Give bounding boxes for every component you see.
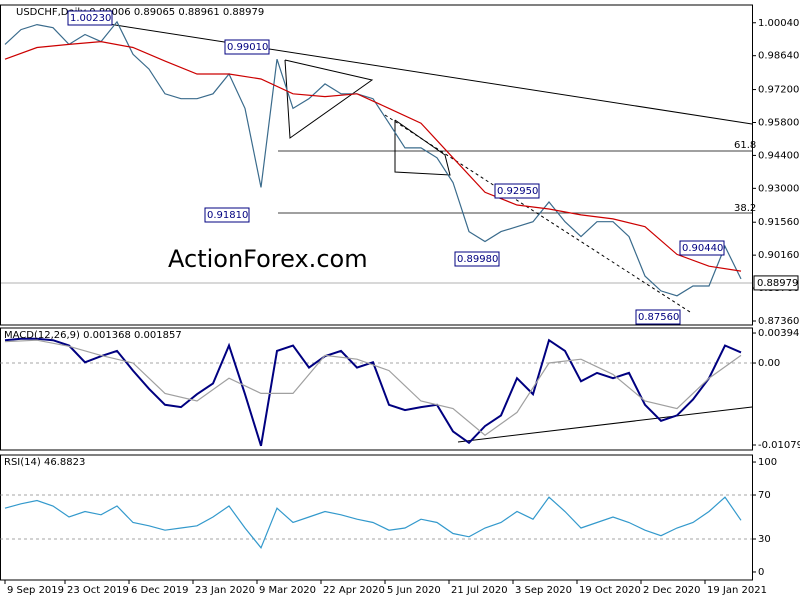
panel-title: MACD(12,26,9) 0.001368 0.001857 (4, 330, 182, 341)
annotation: 0.99010 (227, 42, 268, 53)
y-tick-label: 0.97200 (758, 85, 799, 96)
x-tick-label: 19 Jan 2021 (707, 585, 767, 596)
x-tick-label: 9 Mar 2020 (259, 585, 316, 596)
panel-frame (0, 454, 753, 581)
x-tick-label: 5 Jun 2020 (387, 585, 441, 596)
y-tick-label: 0 (758, 567, 764, 578)
panel-frame (0, 4, 753, 326)
y-tick-label: 70 (758, 490, 771, 501)
y-tick-label: 0.87360 (758, 316, 799, 327)
x-tick-label: 21 Jul 2020 (451, 585, 508, 596)
annotation: 0.89980 (457, 254, 498, 265)
y-tick-label: 30 (758, 534, 771, 545)
annotation: 0.87560 (638, 312, 679, 323)
y-tick-label: 0.95800 (758, 117, 799, 128)
annotation: 0.92950 (497, 186, 538, 197)
y-tick-label: 100 (758, 457, 777, 468)
y-tick-label: 0.00 (758, 358, 780, 369)
y-tick-label: 0.91560 (758, 217, 799, 228)
panel-frame (0, 327, 753, 451)
annotation-box (67, 10, 113, 26)
annotation: 38.2 (734, 203, 756, 214)
x-tick-label: 9 Sep 2019 (7, 585, 64, 596)
last-price-label: 0.88979 (757, 278, 798, 289)
annotation-box (204, 207, 250, 223)
annotation-box (679, 240, 725, 256)
triangle (284, 59, 374, 139)
channel (394, 119, 451, 176)
drawings (0, 17, 753, 443)
watermark: ActionForex.com (168, 245, 368, 273)
annotation-box (224, 39, 270, 55)
annotation: 61.8 (734, 140, 756, 151)
x-tick-label: 23 Oct 2019 (67, 585, 129, 596)
annotation: 1.00230 (70, 13, 111, 24)
series-line (4, 496, 742, 549)
x-tick-label: 23 Jan 2020 (195, 585, 255, 596)
series-line (4, 40, 742, 272)
annotation-box (494, 183, 540, 199)
x-tick-label: 6 Dec 2019 (131, 585, 189, 596)
panel-title: RSI(14) 46.8823 (4, 457, 85, 468)
last-price-box (753, 275, 799, 291)
y-tick-label: 0.90160 (758, 250, 799, 261)
macd-trend-line (457, 406, 753, 443)
y-tick-label: 0.003949 (758, 328, 800, 339)
series-line (4, 20, 742, 297)
y-tick-label: 0.98640 (758, 51, 799, 62)
y-tick-label: -0.010793 (758, 440, 800, 451)
panel-title: USDCHF,Daily 0.89006 0.89065 0.88961 0.8… (16, 7, 264, 18)
x-tick-label: 3 Sep 2020 (515, 585, 572, 596)
annotation-box (635, 309, 681, 325)
annotation: 0.91810 (207, 210, 248, 221)
annotation-box (454, 251, 500, 267)
series-line (4, 337, 742, 447)
x-tick-label: 22 Apr 2020 (323, 585, 385, 596)
y-tick-label: 1.00040 (758, 18, 799, 29)
annotation: 0.90440 (682, 243, 723, 254)
series-line (4, 339, 742, 436)
x-tick-label: 19 Oct 2020 (579, 585, 641, 596)
y-tick-label: 0.94400 (758, 150, 799, 161)
x-tick-label: 2 Dec 2020 (643, 585, 701, 596)
y-tick-label: 0.93000 (758, 183, 799, 194)
trend-line (384, 114, 691, 313)
trend-line (69, 17, 753, 125)
